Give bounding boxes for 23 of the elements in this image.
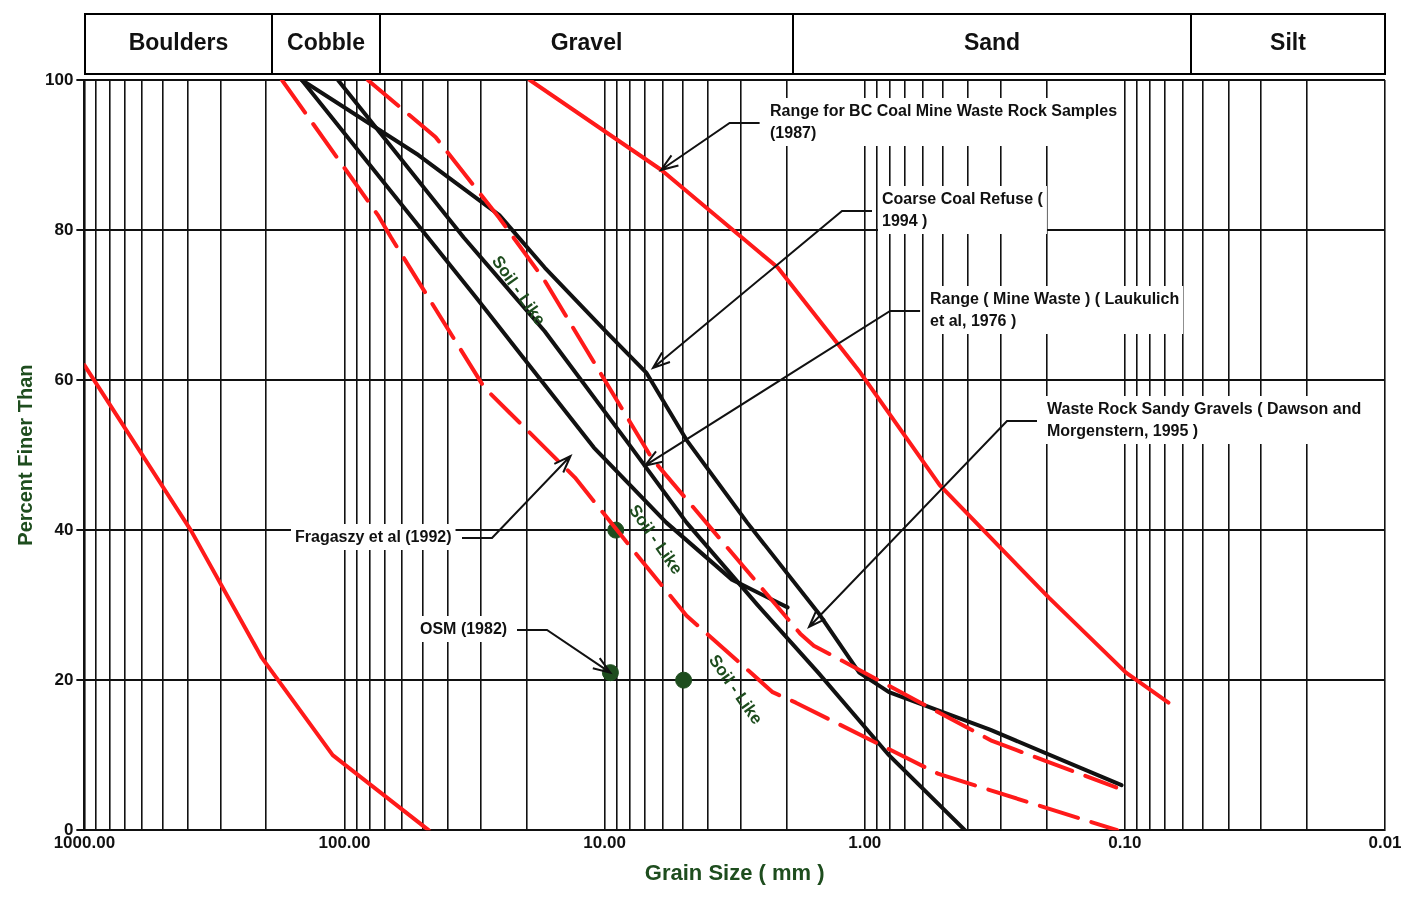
text: Gravel (550, 29, 623, 56)
y-axis-title: Percent Finer Than (13, 364, 36, 546)
y-tick-label: 100 (44, 69, 74, 89)
y-tick-label: 20 (54, 669, 74, 689)
x-tick-label: 10.00 (583, 833, 626, 853)
annotation: Fragaszy et al (1992) (295, 528, 452, 546)
x-tick-label: 0.01 (1368, 833, 1402, 853)
annotation: Range ( Mine Waste ) ( Laukulich et al, 1976 ) (930, 290, 1180, 330)
x-tick-label: 0.10 (1108, 833, 1142, 853)
annotation: Range for BC Coal Mine Waste Rock Samples (1987) (770, 102, 1118, 142)
x-axis-title: Grain Size ( mm ) (644, 859, 825, 885)
text: Cobble (287, 29, 365, 56)
annotation: Waste Rock Sandy Gravels ( Dawson and Morgenstern, 1995 ) (1047, 400, 1362, 440)
text: Boulders (128, 29, 229, 56)
x-tick-label: 100.00 (318, 833, 371, 853)
annotation: OSM (1982) (420, 620, 508, 638)
y-tick-label: 80 (54, 219, 74, 239)
y-tick-label: 40 (54, 519, 74, 539)
text: Sand (963, 29, 1021, 56)
y-tick-label: 60 (54, 369, 74, 389)
x-tick-label: 1.00 (848, 833, 882, 853)
text: Silt (1270, 29, 1307, 56)
annotation: Coarse Coal Refuse ( 1994 ) (882, 190, 1044, 230)
